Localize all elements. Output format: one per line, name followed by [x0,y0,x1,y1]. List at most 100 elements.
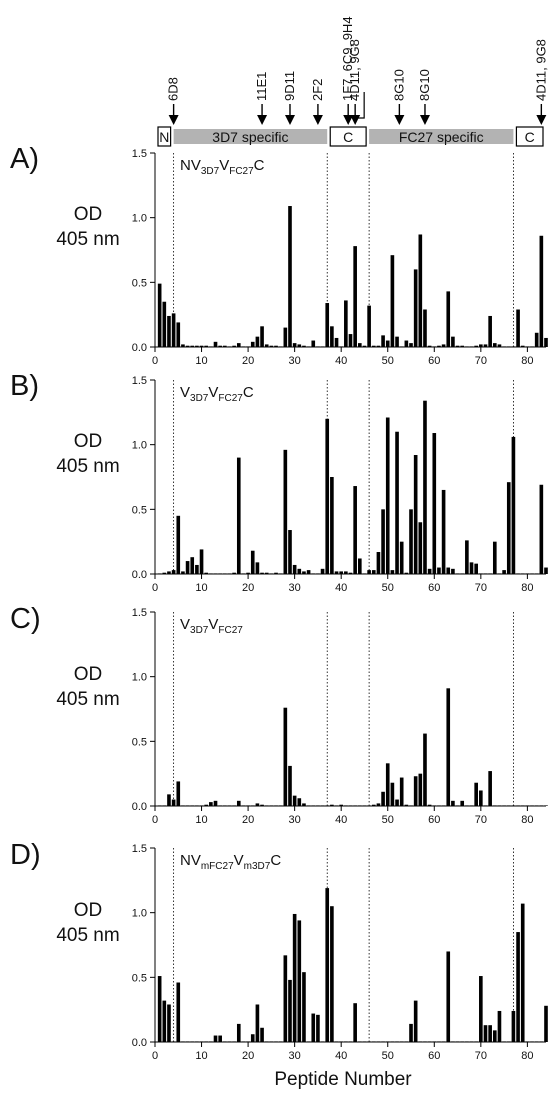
bar [446,951,451,1042]
bar [371,804,376,806]
bar [446,567,451,574]
x-tick-label: 0 [152,814,158,826]
bar [264,344,269,347]
bar [479,573,483,574]
bar [232,345,236,347]
chart-panel: B) OD 405 nm 0.0 0.5 1.0 1.5 0 10 20 30 40 50 60 70 80 V… [10,370,548,594]
bar [348,572,353,574]
y-axis-title-line1: OD [74,431,103,452]
bar [460,573,465,574]
bar [353,246,357,347]
bar [344,300,348,347]
bar [283,707,288,806]
antibody-label: 4D11, 9G8 [533,39,548,101]
bar [306,805,311,806]
y-tick-label: 0.5 [132,277,147,289]
construct-label: V3D7VFC27 [180,616,243,636]
bar [381,791,385,806]
bar [302,972,306,1042]
bar [344,805,348,806]
bar [269,345,274,347]
bar [334,571,339,574]
bar [492,805,497,806]
bar [232,805,236,806]
bar [502,570,506,574]
bar [283,327,288,347]
x-tick-label: 60 [428,582,440,594]
bar [246,1041,250,1042]
bar [278,805,283,806]
x-tick-label: 10 [195,582,207,594]
bar [269,1041,274,1042]
chart-panel: C) OD 405 nm 0.0 0.5 1.0 1.5 0 10 20 30 40 50 60 70 80 V… [10,603,548,826]
antibody-label: 2F2 [310,79,325,101]
bar [530,805,534,806]
bar [218,1035,222,1042]
bar [209,346,213,347]
bar [213,341,218,347]
epitope-arrow-head [168,115,179,125]
bar [455,805,460,806]
bar [223,805,227,806]
bar [418,234,423,347]
bar [437,345,441,347]
x-tick-label: 20 [242,814,254,826]
bar [278,573,283,574]
bar [236,800,241,806]
bar [539,484,544,574]
bar [260,1027,264,1042]
bar [223,345,227,347]
bar [432,1041,437,1042]
bar [497,1010,502,1042]
bar [260,326,264,347]
bar [227,346,232,347]
bar [418,1041,423,1042]
schematic-segment-label: C [525,129,535,145]
bar [213,573,218,574]
bar [157,976,162,1042]
bar [376,345,381,347]
bar [488,1025,492,1042]
x-tick-label: 70 [475,355,487,367]
bar [330,906,334,1042]
bar [232,572,236,574]
bar [381,335,385,347]
bar [190,345,195,347]
x-tick-label: 70 [475,814,487,826]
x-tick-label: 80 [521,1050,533,1062]
bar [325,805,330,806]
bar [195,564,199,574]
bar [306,1041,311,1042]
bar [292,795,297,806]
antibody-label: 1F7, 6C9, 9H4 [340,16,355,101]
bar [176,982,181,1042]
bar [371,1041,376,1042]
x-tick-label: 50 [382,1050,394,1062]
y-axis-title-line1: OD [74,204,103,225]
epitope-arrow-head [257,115,268,125]
bar [260,804,264,806]
x-tick-label: 60 [428,355,440,367]
bar [339,571,344,574]
antibody-label: 6D8 [166,77,181,101]
bar [409,509,413,574]
bar [427,804,432,806]
bar [437,805,441,806]
bar [204,572,209,574]
bar [367,805,371,806]
bar [348,1041,353,1042]
bar [185,805,190,806]
panel-label: C) [10,603,41,635]
y-axis-title-line2: 405 nm [56,925,119,946]
bar [492,1030,497,1042]
schematic-conserved-box [157,126,172,147]
x-tick-label: 30 [289,814,301,826]
bar [483,1025,488,1042]
bar [213,800,218,806]
bar [544,567,548,574]
bar [227,805,232,806]
bar [297,798,302,806]
bar [255,803,260,806]
bar [292,913,297,1042]
antibody-label: 9D11 [282,71,297,101]
